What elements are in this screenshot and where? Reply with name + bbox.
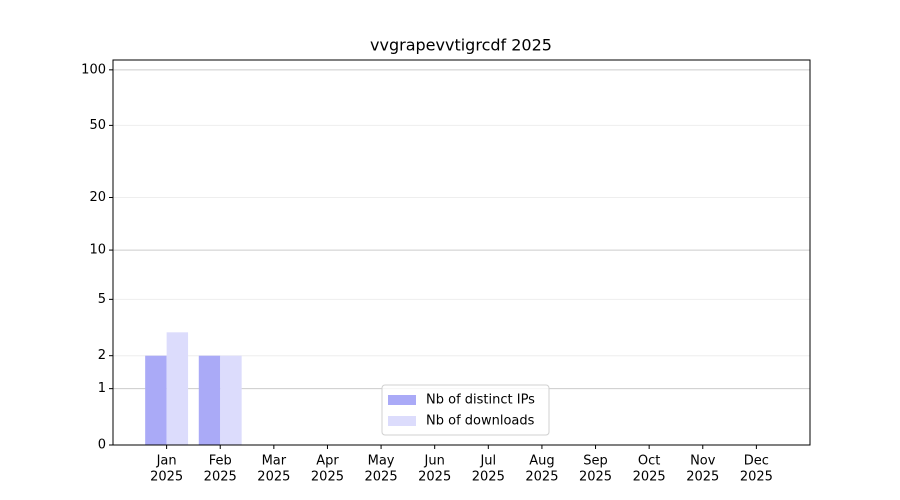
x-tick-label: Jan xyxy=(156,454,177,469)
y-tick-label: 50 xyxy=(89,118,106,133)
x-tick-label: Feb xyxy=(209,454,232,469)
x-tick-label: 2025 xyxy=(579,470,612,485)
x-tick-label: 2025 xyxy=(472,470,505,485)
x-tick-label: Apr xyxy=(316,454,339,469)
x-tick-label: 2025 xyxy=(311,470,344,485)
legend-swatch xyxy=(388,395,416,405)
y-tick-label: 100 xyxy=(81,62,106,77)
chart-title: vvgrapevvtigrcdf 2025 xyxy=(370,36,552,55)
y-tick-label: 5 xyxy=(98,292,106,307)
legend-label: Nb of downloads xyxy=(426,414,535,429)
x-tick-label: Jun xyxy=(424,454,445,469)
legend-swatch xyxy=(388,416,416,426)
legend-label: Nb of distinct IPs xyxy=(426,393,535,408)
y-tick-label: 1 xyxy=(98,381,106,396)
x-tick-label: Dec xyxy=(744,454,769,469)
x-tick-label: 2025 xyxy=(525,470,558,485)
x-tick-label: Jul xyxy=(479,454,496,469)
x-tick-label: May xyxy=(368,454,395,469)
x-tick-label: Aug xyxy=(529,454,554,469)
x-tick-label: 2025 xyxy=(418,470,451,485)
plot-frame xyxy=(112,59,811,446)
x-tick-label: Oct xyxy=(638,454,660,469)
bar xyxy=(145,355,167,445)
y-tick-label: 10 xyxy=(89,243,106,258)
bar xyxy=(166,332,189,445)
x-tick-label: Sep xyxy=(583,454,608,469)
x-tick-label: Nov xyxy=(690,454,716,469)
legend-box xyxy=(381,384,550,436)
x-tick-label: 2025 xyxy=(257,470,290,485)
bar xyxy=(198,355,221,445)
x-tick-label: 2025 xyxy=(633,470,666,485)
x-tick-label: 2025 xyxy=(365,470,398,485)
y-tick-label: 2 xyxy=(98,348,106,363)
x-tick-label: 2025 xyxy=(204,470,237,485)
y-tick-label: 0 xyxy=(98,438,106,453)
x-tick-label: 2025 xyxy=(686,470,719,485)
x-tick-label: 2025 xyxy=(740,470,773,485)
x-tick-label: 2025 xyxy=(150,470,183,485)
y-tick-label: 20 xyxy=(89,190,106,205)
x-tick-label: Mar xyxy=(262,454,287,469)
bar xyxy=(220,355,242,445)
